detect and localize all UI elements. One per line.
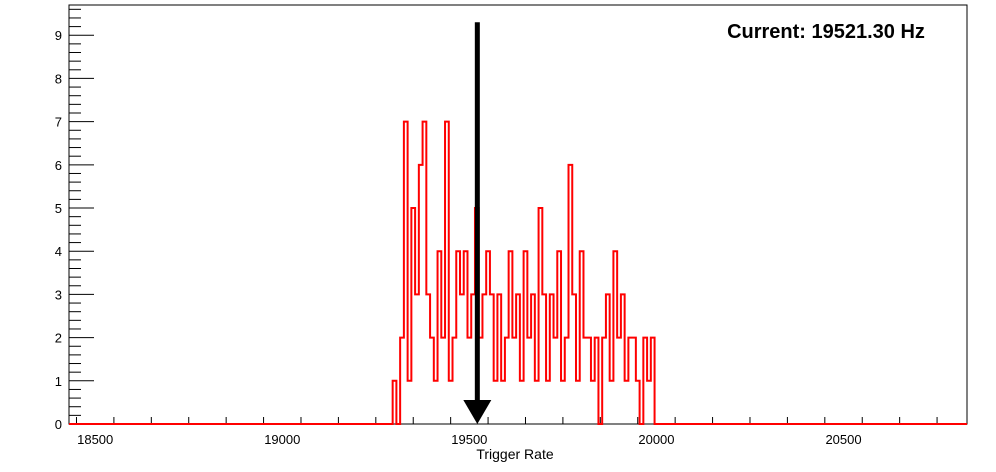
marker-arrowhead [463, 400, 492, 424]
plot-frame [68, 4, 968, 425]
x-tick-label: 19500 [451, 432, 487, 447]
y-tick-label: 8 [55, 71, 62, 86]
y-tick-label: 6 [55, 158, 62, 173]
x-tick-label: 20000 [638, 432, 674, 447]
x-axis-title: Trigger Rate [476, 446, 554, 462]
y-axis: 0 1 2 3 4 5 6 7 8 9 [55, 8, 94, 432]
current-rate-annotation: Current: 19521.30 Hz [727, 21, 925, 43]
current-rate-marker [463, 22, 492, 424]
y-tick-label: 2 [55, 331, 62, 346]
y-tick-label: 7 [55, 115, 62, 130]
x-axis: 18500 19000 19500 20000 20500 [75, 417, 938, 447]
y-tick-label: 1 [55, 374, 62, 389]
x-tick-label: 19000 [264, 432, 300, 447]
x-tick-label: 18500 [77, 432, 113, 447]
y-tick-label: 5 [55, 201, 62, 216]
y-tick-label: 3 [55, 287, 62, 302]
histogram-series-line [69, 120, 967, 425]
y-tick-label: 0 [55, 417, 62, 432]
x-tick-label: 20500 [825, 432, 861, 447]
y-tick-label: 4 [55, 244, 62, 259]
y-tick-label: 9 [55, 28, 62, 43]
